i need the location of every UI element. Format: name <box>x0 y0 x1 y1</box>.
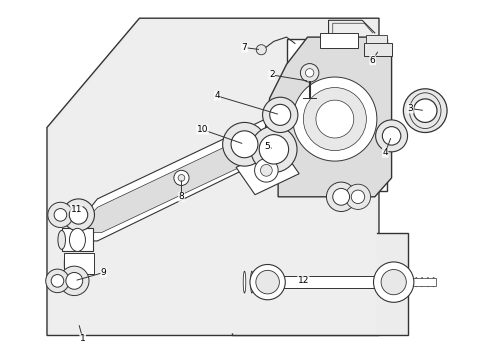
Circle shape <box>60 266 89 296</box>
Circle shape <box>412 99 436 122</box>
Ellipse shape <box>420 278 423 287</box>
Circle shape <box>230 131 258 158</box>
Circle shape <box>382 127 400 145</box>
Polygon shape <box>61 228 93 251</box>
Circle shape <box>178 175 184 181</box>
Polygon shape <box>63 119 282 241</box>
Circle shape <box>62 199 94 231</box>
Text: 7: 7 <box>241 43 247 52</box>
Polygon shape <box>49 20 376 333</box>
Circle shape <box>303 87 366 150</box>
FancyBboxPatch shape <box>407 278 435 286</box>
Circle shape <box>292 77 376 161</box>
Text: 6: 6 <box>369 56 375 65</box>
Circle shape <box>51 275 63 287</box>
Text: 10: 10 <box>196 125 208 134</box>
Ellipse shape <box>426 278 428 287</box>
Ellipse shape <box>250 271 253 293</box>
Text: 5: 5 <box>264 142 270 151</box>
Ellipse shape <box>431 278 434 287</box>
Circle shape <box>250 126 296 172</box>
Circle shape <box>222 122 266 166</box>
Text: 1: 1 <box>80 334 85 343</box>
Text: 9: 9 <box>101 268 106 277</box>
Circle shape <box>403 89 446 132</box>
Circle shape <box>305 69 313 77</box>
FancyBboxPatch shape <box>320 33 357 48</box>
Ellipse shape <box>408 278 411 287</box>
Circle shape <box>255 270 279 294</box>
Ellipse shape <box>58 230 65 249</box>
Polygon shape <box>236 147 299 195</box>
Ellipse shape <box>258 271 260 293</box>
Ellipse shape <box>72 255 76 274</box>
FancyBboxPatch shape <box>63 253 94 274</box>
Circle shape <box>66 273 82 289</box>
Ellipse shape <box>64 255 67 274</box>
Circle shape <box>45 269 69 293</box>
Ellipse shape <box>243 271 245 293</box>
Ellipse shape <box>69 228 85 251</box>
Ellipse shape <box>250 142 296 157</box>
Circle shape <box>259 135 288 164</box>
FancyBboxPatch shape <box>364 44 391 56</box>
Circle shape <box>69 206 87 224</box>
Text: 8: 8 <box>178 192 184 201</box>
Circle shape <box>254 158 278 182</box>
Text: 4: 4 <box>214 91 220 100</box>
Circle shape <box>256 45 266 55</box>
Text: 12: 12 <box>297 276 308 285</box>
FancyBboxPatch shape <box>366 35 386 44</box>
Polygon shape <box>231 233 407 336</box>
Circle shape <box>48 202 73 228</box>
Circle shape <box>315 100 353 138</box>
Circle shape <box>345 184 370 210</box>
Circle shape <box>375 120 407 152</box>
Polygon shape <box>265 37 391 197</box>
Circle shape <box>269 104 290 125</box>
Text: 2: 2 <box>268 71 274 80</box>
Circle shape <box>249 265 285 300</box>
Text: 3: 3 <box>407 104 412 113</box>
Polygon shape <box>74 132 271 233</box>
Ellipse shape <box>81 255 84 274</box>
Circle shape <box>174 170 189 185</box>
Circle shape <box>332 188 349 205</box>
Text: 4: 4 <box>382 148 387 157</box>
Circle shape <box>373 262 413 302</box>
Ellipse shape <box>89 255 93 274</box>
Polygon shape <box>47 18 378 336</box>
Polygon shape <box>286 39 386 190</box>
Circle shape <box>350 190 364 203</box>
Circle shape <box>326 182 355 212</box>
FancyBboxPatch shape <box>278 276 383 288</box>
Circle shape <box>262 97 297 132</box>
Circle shape <box>54 208 66 221</box>
Circle shape <box>380 270 406 295</box>
Circle shape <box>260 165 272 176</box>
Text: 11: 11 <box>70 205 82 214</box>
Ellipse shape <box>414 278 417 287</box>
Circle shape <box>300 64 318 82</box>
